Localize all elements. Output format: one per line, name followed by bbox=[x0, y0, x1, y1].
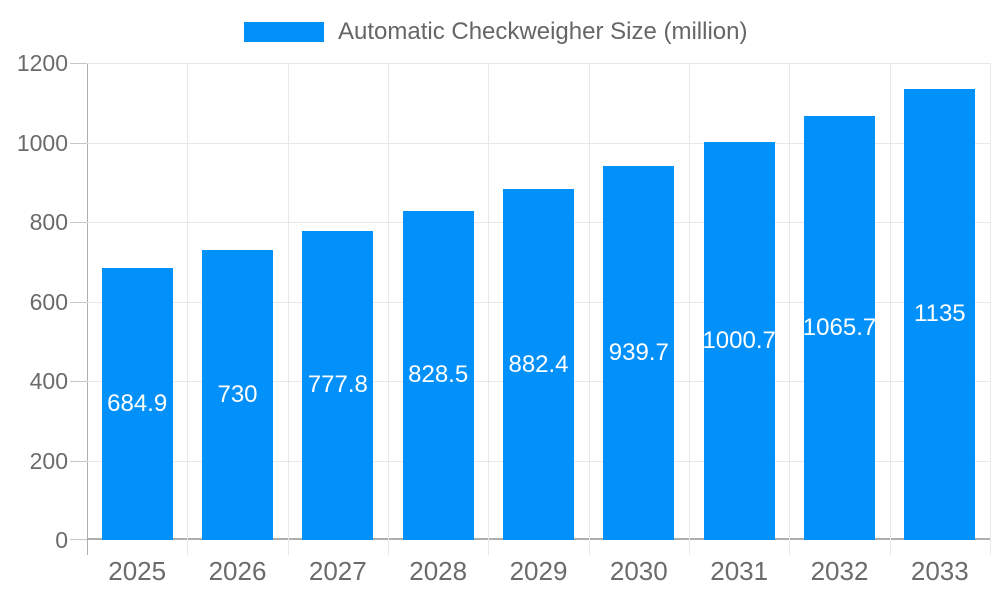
legend-label: Automatic Checkweigher Size (million) bbox=[338, 18, 748, 45]
y-tick-mark bbox=[70, 302, 87, 303]
gridline-x bbox=[589, 63, 590, 555]
bar[interactable]: 730 bbox=[202, 249, 273, 540]
bar-value-label: 730 bbox=[217, 380, 258, 408]
bar[interactable]: 1000.7 bbox=[702, 142, 776, 540]
bar[interactable]: 828.5 bbox=[402, 210, 474, 540]
x-tick-label: 2028 bbox=[409, 556, 468, 586]
gridline-x bbox=[890, 63, 891, 555]
bar-value-label: 882.4 bbox=[508, 350, 569, 378]
bar[interactable]: 1135 bbox=[904, 88, 976, 540]
bar-value-label: 828.5 bbox=[408, 361, 469, 389]
bar[interactable]: 882.4 bbox=[503, 189, 574, 540]
x-tick-label: 2025 bbox=[108, 556, 167, 586]
y-tick-mark bbox=[70, 381, 87, 382]
bar-value-label: 1135 bbox=[914, 300, 966, 328]
gridline-x bbox=[789, 63, 790, 555]
x-tick-label: 2032 bbox=[810, 556, 869, 586]
x-tick-label: 2029 bbox=[509, 556, 568, 586]
bar-value-label: 777.8 bbox=[307, 371, 368, 399]
y-tick-mark bbox=[70, 222, 87, 223]
y-tick-label: 800 bbox=[29, 209, 68, 235]
gridline-y bbox=[87, 63, 990, 64]
gridline-x bbox=[288, 63, 289, 555]
x-tick-label: 2033 bbox=[910, 556, 969, 586]
bar[interactable]: 777.8 bbox=[302, 230, 374, 540]
legend-swatch-icon bbox=[244, 22, 324, 42]
y-tick-label: 1200 bbox=[16, 50, 68, 76]
y-tick-mark bbox=[70, 461, 87, 462]
x-tick-label: 2027 bbox=[308, 556, 367, 586]
gridline-x bbox=[689, 63, 690, 555]
bar-value-label: 684.9 bbox=[107, 389, 168, 417]
bar-value-label: 1000.7 bbox=[702, 327, 776, 355]
bar[interactable]: 1065.7 bbox=[802, 116, 877, 540]
bar-value-label: 1065.7 bbox=[802, 314, 877, 342]
y-tick-mark bbox=[70, 143, 87, 144]
x-tick-label: 2026 bbox=[208, 556, 267, 586]
y-tick-label: 1000 bbox=[16, 130, 68, 156]
x-tick-label: 2030 bbox=[609, 556, 668, 586]
bar[interactable]: 684.9 bbox=[101, 267, 173, 540]
plot-area: 684.9 730 777.8 828.5 882.4 939.7 1000.7 1065.7… bbox=[70, 63, 991, 555]
y-tick-label: 200 bbox=[29, 448, 68, 474]
y-tick-mark bbox=[70, 539, 87, 540]
gridline-x bbox=[488, 63, 489, 555]
y-tick-mark bbox=[70, 63, 87, 64]
legend-item[interactable]: Automatic Checkweigher Size (million) bbox=[244, 20, 747, 44]
gridline-x bbox=[388, 63, 389, 555]
y-tick-label: 400 bbox=[29, 368, 68, 394]
bar[interactable]: 939.7 bbox=[603, 166, 675, 540]
y-tick-label: 600 bbox=[29, 289, 68, 315]
y-axis-line bbox=[87, 63, 88, 555]
x-tick-label: 2031 bbox=[710, 556, 769, 586]
bar-value-label: 939.7 bbox=[608, 339, 669, 367]
gridline-x bbox=[990, 63, 991, 555]
gridline-x bbox=[187, 63, 188, 555]
y-tick-label: 0 bbox=[55, 527, 68, 553]
gridline-y bbox=[87, 143, 990, 144]
